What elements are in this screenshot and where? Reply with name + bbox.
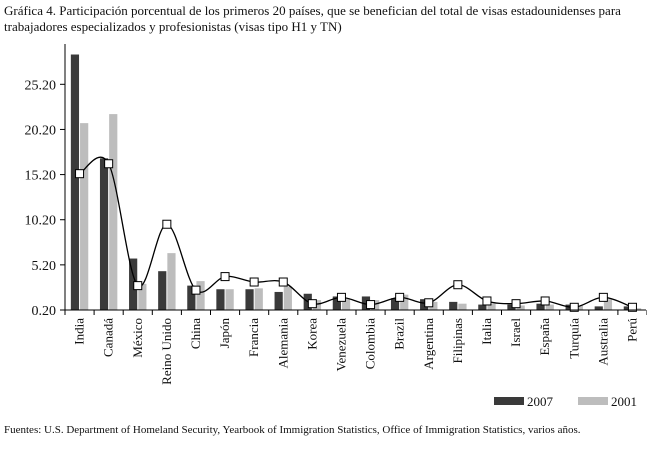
bar-2007: [158, 271, 167, 310]
bar-2001: [80, 123, 89, 310]
trend-marker: [540, 296, 550, 306]
bar-2001: [167, 253, 176, 310]
trend-line: [75, 156, 637, 312]
trend-marker: [220, 272, 230, 282]
bar-2007: [623, 306, 632, 310]
bar-2007: [70, 54, 80, 311]
bar-2007: [478, 304, 487, 310]
x-tick-label: Reino Unido: [159, 318, 174, 385]
bar-2007: [187, 285, 196, 310]
bar-2001: [138, 283, 147, 310]
bar-2007: [245, 289, 254, 310]
trend-marker: [395, 292, 405, 302]
bar-2007: [420, 299, 429, 310]
chart-title: Gráfica 4. Participación porcentual de l…: [4, 3, 621, 34]
bar-2001: [603, 299, 613, 310]
bar-2001: [632, 308, 642, 310]
x-tick-label: Japón: [217, 318, 232, 349]
bar-2001: [545, 304, 554, 310]
x-tick-label: Argentina: [421, 318, 436, 370]
bar-2001: [458, 303, 467, 310]
bar-2001: [341, 298, 351, 310]
x-tick-label: China: [188, 318, 203, 349]
trend-marker: [366, 300, 376, 310]
trend-marker: [307, 299, 317, 309]
trend-marker: [336, 292, 346, 302]
trend-marker: [75, 169, 85, 179]
y-tick-label: 5.20: [32, 259, 57, 274]
x-tick-label: Francia: [246, 318, 261, 357]
bar-2007: [594, 306, 603, 310]
source-note: Fuentes: U.S. Department of Homeland Sec…: [4, 424, 581, 436]
trend-marker: [511, 299, 521, 309]
x-tick-label: España: [537, 318, 552, 356]
trend-marker: [569, 302, 579, 312]
x-tick-label: México: [130, 318, 145, 358]
legend: 2007 2001: [494, 394, 637, 409]
x-tick-label: Filipinas: [450, 318, 465, 364]
bar-2001: [196, 281, 205, 310]
legend-swatch-2001: [578, 397, 608, 405]
x-tick-label: Brazil: [392, 318, 407, 350]
bar-2007: [99, 158, 109, 310]
bar-2007: [332, 296, 341, 310]
bar-2007: [507, 304, 516, 310]
bar-2007: [390, 298, 400, 310]
legend-label: 2001: [611, 394, 637, 409]
trend-marker: [598, 292, 608, 302]
legend-label: 2007: [527, 394, 554, 409]
trend-marker: [249, 277, 259, 287]
trend-marker: [627, 302, 637, 312]
bars: [70, 54, 642, 311]
legend-swatch-2007: [494, 397, 524, 405]
trend-marker: [191, 285, 201, 295]
x-tick-label: Korea: [304, 318, 319, 350]
x-tick-label: Israel: [508, 318, 523, 347]
trend-marker: [162, 219, 172, 229]
bar-2001: [400, 294, 409, 310]
bar-2001: [574, 305, 583, 310]
y-tick-label: 25.20: [25, 78, 57, 93]
y-axis: 0.20 5.20 10.20 15.20 20.20 25.20: [25, 44, 66, 319]
x-tick-label: India: [72, 318, 87, 345]
x-tick-label: Venezuela: [333, 318, 348, 372]
y-tick-label: 0.20: [32, 304, 57, 319]
bar-2001: [487, 303, 496, 310]
x-tick-label: Canadá: [101, 318, 116, 357]
trend-marker: [424, 298, 434, 308]
bar-2007: [216, 289, 225, 310]
trend-marker: [453, 280, 463, 290]
x-tick-label: Perú: [624, 318, 639, 342]
bar-2001: [283, 286, 292, 310]
bar-2001: [312, 300, 322, 310]
bar-2007: [536, 303, 545, 310]
trend-marker: [133, 281, 143, 291]
y-tick-label: 15.20: [25, 169, 57, 184]
x-tick-label: Turquía: [566, 318, 581, 359]
trend-marker: [278, 277, 288, 287]
x-tick-label: Colombia: [363, 318, 378, 370]
trend-marker: [104, 159, 114, 169]
bar-2001: [225, 289, 234, 310]
y-tick-label: 20.20: [25, 123, 57, 138]
bar-2007: [129, 258, 138, 310]
x-axis: India Canadá México Reino Unido China Japón Fr…: [64, 309, 647, 385]
y-tick-label: 10.20: [25, 214, 57, 229]
bar-2001: [371, 300, 380, 310]
x-tick-label: Australia: [595, 318, 610, 366]
bar-2001: [109, 114, 118, 310]
bar-2007: [449, 301, 458, 310]
bar-2007: [361, 296, 371, 310]
bar-2001: [254, 288, 263, 310]
bar-2001: [429, 301, 438, 310]
trend-marker: [482, 296, 492, 306]
bar-2001: [516, 305, 525, 310]
bar-2007: [274, 291, 283, 310]
x-tick-label: Italia: [479, 318, 494, 345]
x-tick-label: Alemania: [275, 318, 290, 369]
